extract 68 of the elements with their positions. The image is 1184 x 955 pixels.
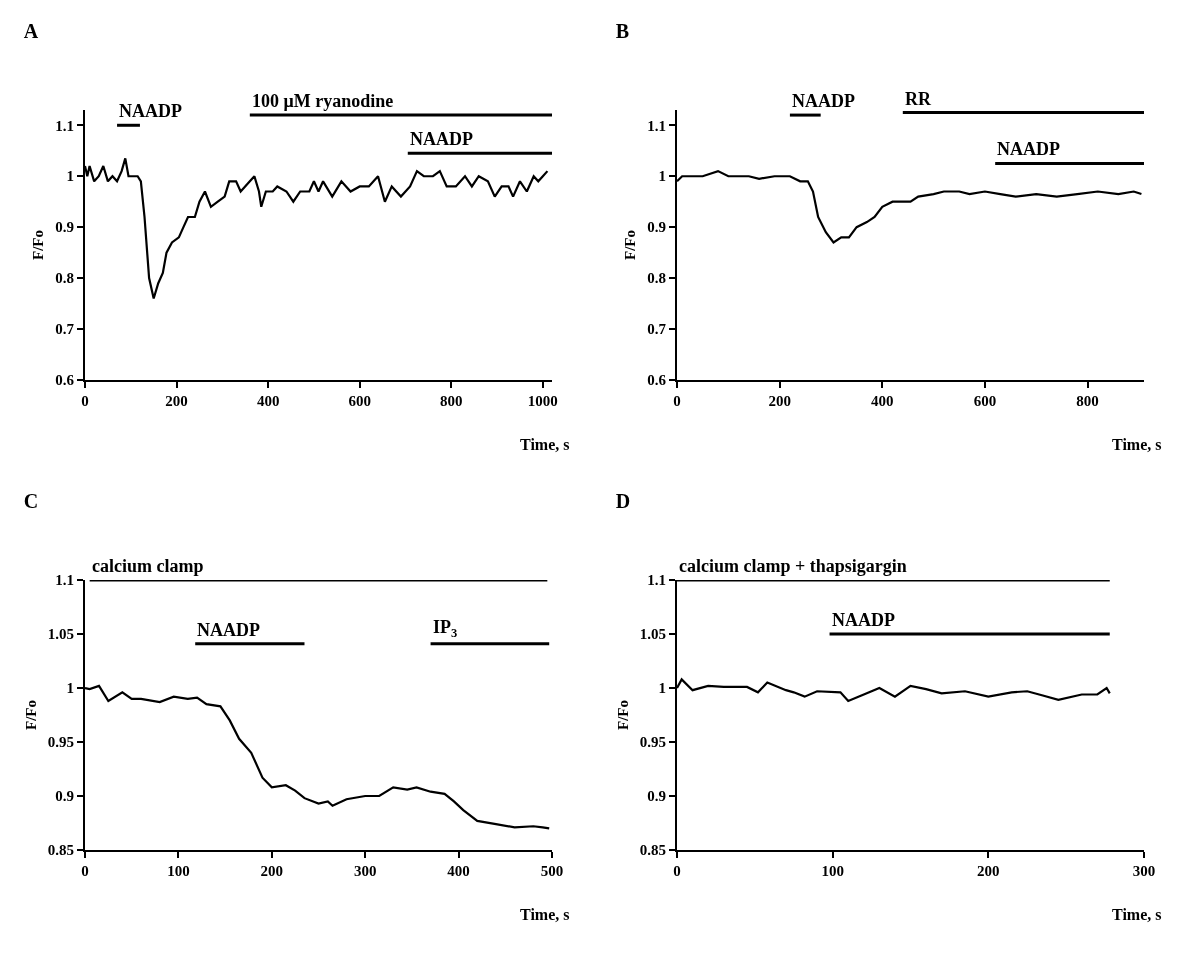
chart-title: C	[23, 489, 39, 512]
x-tick-label: 0	[673, 863, 681, 879]
y-tick-label: 0.8	[55, 270, 74, 287]
y-tick-label: 1	[658, 680, 666, 697]
x-tick-label: 300	[353, 863, 377, 879]
y-tick-label: 1	[658, 168, 666, 185]
series-label: calcium clamp + thapsigargin	[679, 556, 907, 576]
x-axis-title: Time, s	[1112, 436, 1162, 453]
series-label: NAADP	[997, 139, 1060, 159]
y-tick-label: 1.1	[647, 117, 666, 134]
y-tick-label: 1.05	[639, 626, 666, 643]
y-axis-title: F/Fo	[622, 230, 638, 260]
x-tick-label: 0	[81, 863, 89, 879]
y-tick-label: 0.8	[647, 270, 666, 287]
x-tick-label: 800	[440, 393, 463, 409]
y-tick-label: 1.1	[55, 117, 74, 134]
series-label: calcium clamp	[92, 556, 204, 576]
y-tick-label: 1	[66, 680, 74, 697]
series-label: NAADP	[197, 620, 260, 640]
y-tick-label: 1.1	[55, 572, 74, 589]
x-tick-label: 100	[821, 863, 844, 879]
y-tick-label: 0.6	[55, 372, 75, 389]
series-label: IP$_{3}$	[433, 617, 458, 640]
x-axis-title: Time, s	[1112, 906, 1162, 923]
y-tick-label: 1	[66, 168, 74, 185]
x-tick-label: 800	[1076, 393, 1099, 409]
series-label: NAADP	[832, 610, 895, 630]
y-tick-label: 0.9	[55, 219, 74, 236]
x-axis-title: Time, s	[520, 436, 570, 453]
series-label: NAADP	[410, 129, 473, 149]
x-axis-title: Time, s	[520, 906, 570, 923]
y-tick-label: 1.1	[647, 572, 666, 589]
y-tick-label: 1.05	[47, 626, 74, 643]
x-tick-label: 400	[447, 863, 470, 879]
y-tick-label: 0.7	[55, 321, 75, 338]
y-tick-label: 0.95	[639, 734, 666, 751]
x-tick-label: 1000	[527, 393, 558, 409]
chart-title: B	[615, 19, 630, 42]
y-tick-label: 0.9	[647, 788, 666, 805]
y-axis-title: F/Fo	[22, 700, 39, 730]
x-tick-label: 200	[768, 393, 791, 409]
y-tick-label: 0.6	[647, 372, 667, 389]
x-tick-label: 200	[260, 863, 284, 879]
y-tick-label: 0.9	[647, 219, 666, 236]
x-tick-label: 400	[871, 393, 894, 409]
y-tick-label: 0.9	[55, 788, 74, 805]
series-label: NAADP	[792, 91, 855, 111]
y-axis-title: F/Fo	[614, 700, 631, 730]
x-tick-label: 600	[973, 393, 997, 409]
x-tick-label: 200	[165, 393, 188, 409]
y-tick-label: 0.95	[47, 734, 74, 751]
y-tick-label: 0.7	[647, 321, 667, 338]
chart-title: A	[23, 19, 39, 42]
y-tick-label: 0.85	[47, 842, 74, 859]
chart-title: D	[615, 489, 631, 512]
y-tick-label: 0.85	[639, 842, 666, 859]
x-tick-label: 300	[1132, 863, 1156, 879]
x-tick-label: 0	[673, 393, 681, 409]
y-axis-title: F/Fo	[30, 230, 46, 260]
series-label: RR	[905, 89, 932, 109]
x-tick-label: 600	[348, 393, 371, 409]
x-tick-label: 500	[540, 863, 564, 879]
series-label: 100 μM ryanodine	[252, 91, 394, 111]
x-tick-label: 0	[81, 393, 89, 409]
series-label: NAADP	[119, 101, 182, 121]
x-tick-label: 400	[256, 393, 280, 409]
x-tick-label: 200	[977, 863, 1000, 879]
x-tick-label: 100	[167, 863, 190, 879]
